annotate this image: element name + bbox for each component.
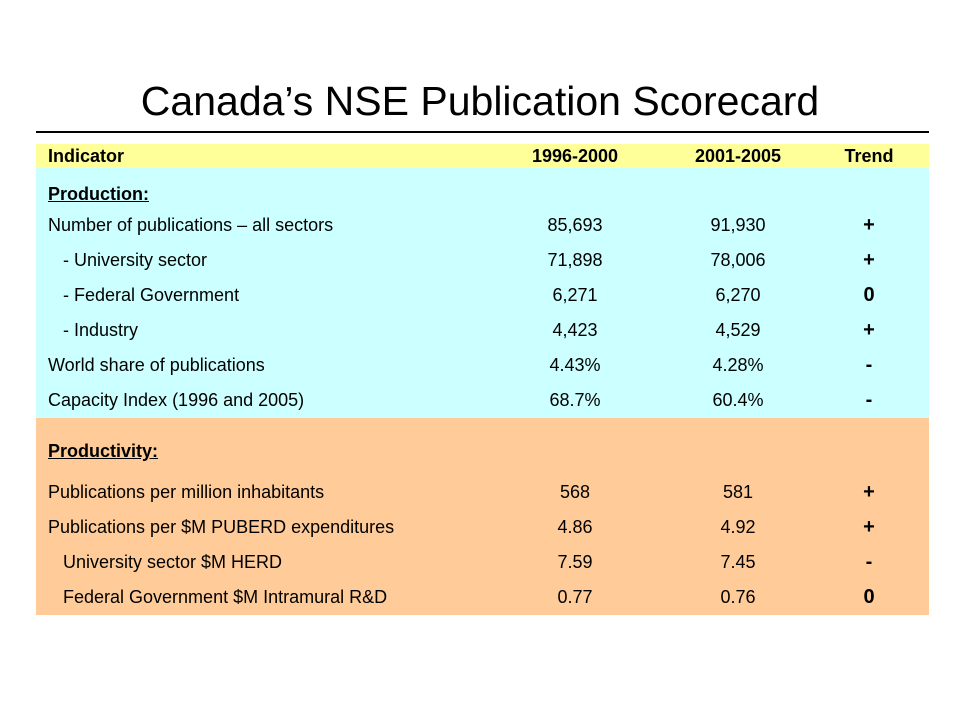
row-value-period-1: 7.59 (557, 552, 593, 572)
row-value-period-2: 6,270 (715, 285, 761, 305)
table-row: - University sector 71,898 78,006 + (36, 243, 929, 278)
row-label: - University sector (63, 250, 208, 270)
row-label: Publications per million inhabitants (48, 482, 325, 502)
table-row: World share of publications 4.43% 4.28% … (36, 348, 929, 383)
section-heading-label: Production: (48, 184, 149, 204)
table-row: - Federal Government 6,271 6,270 0 (36, 278, 929, 313)
row-trend: + (863, 214, 875, 236)
row-value-period-1: 68.7% (549, 390, 601, 410)
section-heading-label: Productivity: (48, 441, 159, 461)
row-value-period-2: 4.92 (720, 517, 756, 537)
page-title: Canada’s NSE Publication Scorecard (140, 78, 820, 124)
row-value-period-2: 60.4% (712, 390, 764, 410)
row-value-period-2: 581 (722, 482, 754, 502)
row-value-period-1: 4.86 (557, 517, 593, 537)
section-gap (36, 467, 929, 475)
row-trend: + (863, 516, 875, 538)
table-row: Publications per million inhabitants 568… (36, 475, 929, 510)
row-value-period-2: 78,006 (710, 250, 766, 270)
row-value-period-1: 4.43% (549, 355, 601, 375)
scorecard-table: Indicator 1996-2000 2001-2005 Trend Prod… (36, 144, 929, 615)
row-value-period-1: 0.77 (557, 587, 593, 607)
row-label: Publications per $M PUBERD expenditures (48, 517, 395, 537)
row-value-period-1: 568 (559, 482, 591, 502)
row-value-period-1: 6,271 (552, 285, 598, 305)
row-label: - Industry (63, 320, 139, 340)
table-header-row: Indicator 1996-2000 2001-2005 Trend (36, 144, 929, 168)
header-period-1: 1996-2000 (531, 146, 619, 166)
row-trend: 0 (863, 284, 875, 306)
row-label: Capacity Index (1996 and 2005) (48, 390, 305, 410)
title-divider (36, 131, 929, 133)
row-value-period-2: 4.28% (712, 355, 764, 375)
row-label: World share of publications (48, 355, 265, 375)
row-value-period-1: 4,423 (552, 320, 598, 340)
header-period-2: 2001-2005 (694, 146, 782, 166)
section-heading-production: Production: (36, 168, 929, 208)
row-label: - Federal Government (63, 285, 240, 305)
row-trend: - (865, 551, 873, 573)
table-row: University sector $M HERD 7.59 7.45 - (36, 545, 929, 580)
row-trend: + (863, 481, 875, 503)
row-label: Number of publications – all sectors (48, 215, 334, 235)
row-value-period-1: 85,693 (547, 215, 603, 235)
row-label: University sector $M HERD (63, 552, 283, 572)
table-row: Publications per $M PUBERD expenditures … (36, 510, 929, 545)
header-indicator: Indicator (48, 146, 125, 166)
row-trend: - (865, 389, 873, 411)
row-value-period-2: 7.45 (720, 552, 756, 572)
row-value-period-2: 4,529 (715, 320, 761, 340)
row-value-period-2: 91,930 (710, 215, 766, 235)
row-label: Federal Government $M Intramural R&D (63, 587, 388, 607)
table-row: Federal Government $M Intramural R&D 0.7… (36, 580, 929, 615)
row-value-period-2: 0.76 (720, 587, 756, 607)
table-row: Number of publications – all sectors 85,… (36, 208, 929, 243)
section-heading-productivity: Productivity: (36, 418, 929, 467)
row-trend: + (863, 249, 875, 271)
table-row: Capacity Index (1996 and 2005) 68.7% 60.… (36, 383, 929, 418)
row-trend: - (865, 354, 873, 376)
table-row: - Industry 4,423 4,529 + (36, 313, 929, 348)
header-trend: Trend (844, 146, 894, 166)
row-trend: 0 (863, 586, 875, 608)
row-trend: + (863, 319, 875, 341)
row-value-period-1: 71,898 (547, 250, 603, 270)
